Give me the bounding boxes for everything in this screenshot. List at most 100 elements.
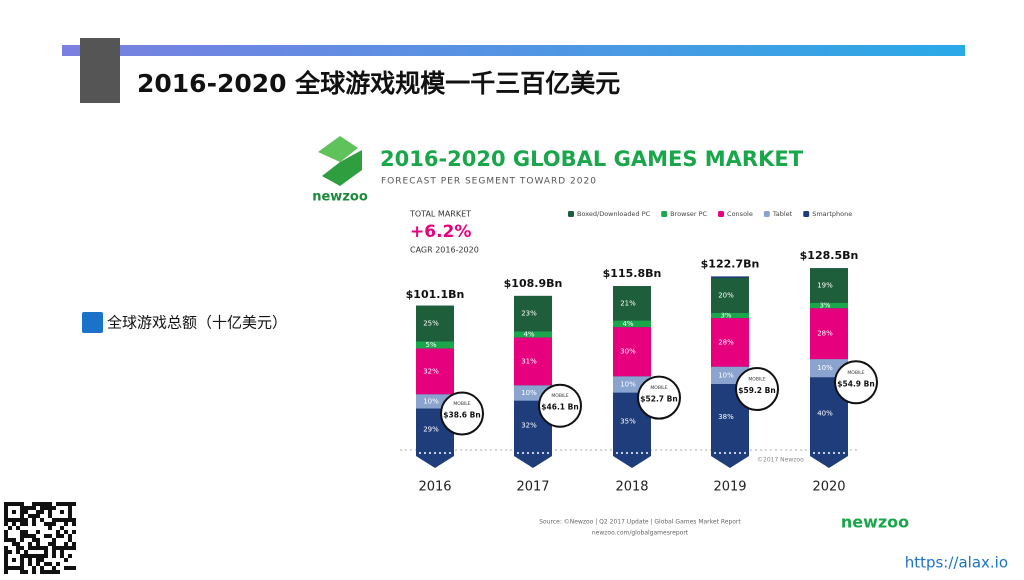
qr-cell — [4, 550, 8, 554]
chevron-dot — [838, 452, 840, 454]
segment-label: 32% — [423, 367, 439, 375]
chevron-dot — [724, 452, 726, 454]
qr-cell — [44, 562, 48, 566]
bar-segment — [514, 331, 552, 338]
mobile-value: $46.1 Bn — [541, 403, 578, 412]
qr-cell — [44, 546, 48, 550]
bar-segment — [613, 327, 651, 377]
qr-cell — [56, 562, 60, 566]
qr-cell — [56, 546, 60, 550]
qr-cell — [40, 502, 44, 506]
x-tick-label: 2017 — [516, 480, 549, 495]
qr-cell — [28, 506, 32, 510]
segment-label: 10% — [521, 389, 537, 397]
qr-cell — [32, 514, 36, 518]
qr-cell — [68, 502, 72, 506]
qr-cell — [44, 570, 48, 574]
chevron-dot — [714, 452, 716, 454]
qr-cell — [32, 522, 36, 526]
qr-cell — [4, 546, 8, 550]
qr-cell — [4, 570, 8, 574]
source: newzoo.com/globalgamesreport — [592, 530, 689, 537]
mobile-label: MOBILE — [847, 370, 864, 376]
qr-cell — [64, 530, 68, 534]
qr-cell — [20, 502, 24, 506]
segment-label: 3% — [819, 301, 830, 309]
bar-segment — [711, 278, 749, 313]
qr-cell — [52, 550, 56, 554]
qr-cell — [68, 510, 72, 514]
slide-title: 2016-2020 全球游戏规模一千三百亿美元 — [137, 69, 620, 98]
qr-cell — [20, 534, 24, 538]
segment-label: 31% — [521, 357, 537, 365]
bar-segment — [810, 302, 848, 309]
segment-label: 21% — [620, 299, 636, 307]
bar-segment — [416, 341, 454, 349]
legend-label: Tablet — [772, 210, 793, 218]
qr-cell — [60, 550, 64, 554]
qr-cell — [40, 506, 44, 510]
qr-cell — [48, 522, 52, 526]
qr-cell — [32, 534, 36, 538]
qr-cell — [24, 530, 28, 534]
mobile-value: $52.7 Bn — [640, 395, 677, 404]
legend-swatch — [763, 211, 770, 217]
qr-cell — [32, 538, 36, 542]
chevron-dot — [542, 452, 544, 454]
qr-cell — [72, 530, 76, 534]
chevron-dot — [818, 452, 820, 454]
chevron-dot — [734, 452, 736, 454]
qr-cell — [64, 546, 68, 550]
qr-cell — [56, 518, 60, 522]
qr-cell — [32, 506, 36, 510]
qr-cell — [4, 530, 8, 534]
qr-cell — [64, 522, 68, 526]
qr-cell — [40, 510, 44, 514]
brand: newzoo — [312, 190, 368, 205]
qr-cell — [4, 510, 8, 514]
qr-cell — [4, 534, 8, 538]
qr-cell — [64, 558, 68, 562]
chevron-dot — [537, 452, 539, 454]
bar-chevron — [613, 450, 651, 468]
qr-cell — [60, 518, 64, 522]
qr-cell — [44, 534, 48, 538]
chevron-dot — [621, 452, 623, 454]
qr-cell — [20, 518, 24, 522]
chevron-dot — [449, 452, 451, 454]
qr-cell — [36, 510, 40, 514]
bar-segment — [613, 286, 651, 321]
legend-label: Boxed/Downloaded PC — [577, 210, 651, 218]
qr-cell — [44, 522, 48, 526]
qr-cell — [12, 538, 16, 542]
qr-cell — [24, 518, 28, 522]
qr-cell — [36, 502, 40, 506]
total-label: $115.8Bn — [603, 267, 662, 280]
qr-cell — [48, 526, 52, 530]
url: https://alax.io — [905, 554, 1008, 572]
qr-cell — [60, 546, 64, 550]
mobile-callout — [538, 383, 582, 428]
qr-cell — [40, 546, 44, 550]
x-tick-label: 2018 — [615, 480, 648, 495]
qr-cell — [48, 562, 52, 566]
qr-cell — [68, 566, 72, 570]
qr-cell — [4, 558, 8, 562]
chevron-dot — [739, 452, 741, 454]
qr-cell — [60, 502, 64, 506]
qr-cell — [36, 546, 40, 550]
qr-cell — [28, 514, 32, 518]
qr-cell — [24, 570, 28, 574]
chevron-dot — [631, 452, 633, 454]
bar-segment — [416, 348, 454, 395]
qr-cell — [36, 562, 40, 566]
qr-cell — [52, 570, 56, 574]
qr-cell — [52, 518, 56, 522]
chevron-dot — [527, 452, 529, 454]
qr-cell — [16, 526, 20, 530]
qr-cell — [20, 506, 24, 510]
bar-chevron — [711, 450, 749, 468]
qr-cell — [48, 570, 52, 574]
qr-cell — [24, 506, 28, 510]
